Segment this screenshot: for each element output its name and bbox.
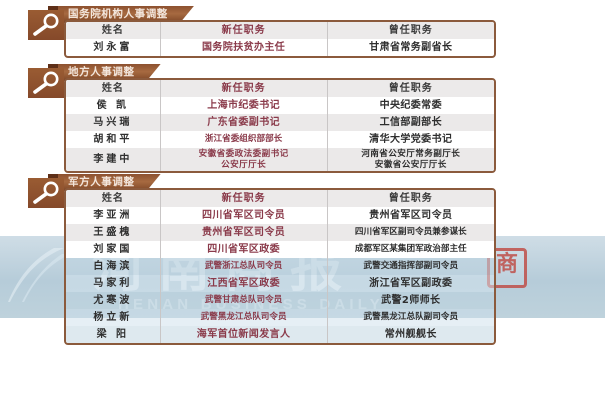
table-military: 姓名 新任职务 曾任职务 李亚洲 四川省军区司令员 贵州省军区司令员 王盛槐 bbox=[66, 190, 494, 343]
table-header-row: 姓名 新任职务 曾任职务 bbox=[66, 80, 494, 97]
table-header-row: 姓名 新任职务 曾任职务 bbox=[66, 190, 494, 207]
cell-name: 马兴瑞 bbox=[66, 114, 161, 131]
column-header-new-post: 新任职务 bbox=[159, 80, 328, 97]
table-local: 姓名 新任职务 曾任职务 侯 凯 上海市纪委书记 中央纪委常委 马兴瑞 bbox=[66, 80, 494, 171]
column-header-name: 姓名 bbox=[66, 80, 161, 97]
cell-new-post: 四川省军区政委 bbox=[159, 241, 328, 258]
table-row: 刘永富 国务院扶贫办主任 甘肃省常务副省长 bbox=[66, 39, 494, 56]
cell-name: 杨立新 bbox=[93, 311, 133, 323]
table-row: 马家利 江西省军区政委 浙江省军区副政委 bbox=[66, 275, 494, 292]
cell-former-post: 中央纪委常委 bbox=[326, 97, 494, 114]
column-header-name: 姓名 bbox=[66, 190, 161, 207]
table-row: 尤寒波 武警甘肃总队司令员 武警2师师长 bbox=[66, 292, 494, 309]
cell-name: 刘家国 bbox=[93, 243, 133, 255]
cell-name: 梁 阳 bbox=[96, 328, 130, 340]
table-header-row: 姓名 新任职务 曾任职务 bbox=[66, 22, 494, 39]
newspaper-clipping: 河南商报 HENAN BUSINESS DAILY 商 国务院机构人事调整 姓名 bbox=[0, 6, 605, 345]
cell-former-post: 甘肃省常务副省长 bbox=[326, 39, 494, 56]
cell-name: 王盛槐 bbox=[66, 224, 161, 241]
cell-former-post: 河南省公安厅常务副厅长 安徽省公安厅厅长 bbox=[326, 148, 494, 171]
table-frame-local: 姓名 新任职务 曾任职务 侯 凯 上海市纪委书记 中央纪委常委 马兴瑞 bbox=[64, 78, 496, 173]
cell-new-post: 江西省军区政委 bbox=[159, 275, 328, 292]
cell-name: 侯 凯 bbox=[96, 99, 130, 111]
cell-former-post: 常州舰舰长 bbox=[326, 326, 494, 343]
column-header-new-post: 新任职务 bbox=[159, 190, 328, 207]
magnifier-icon bbox=[28, 10, 64, 40]
magnifier-icon bbox=[28, 68, 64, 98]
cell-former-post: 贵州省军区司令员 bbox=[326, 207, 494, 224]
table-row: 李亚洲 四川省军区司令员 贵州省军区司令员 bbox=[66, 207, 494, 224]
ribbon-notch bbox=[48, 64, 62, 70]
cell-name: 刘永富 bbox=[93, 41, 133, 53]
table-row: 梁 阳 海军首位新闻发言人 常州舰舰长 bbox=[66, 326, 494, 343]
table-state-council: 姓名 新任职务 曾任职务 刘永富 国务院扶贫办主任 甘肃省常务副省长 bbox=[66, 22, 494, 56]
cell-new-post: 海军首位新闻发言人 bbox=[159, 326, 328, 343]
cell-name: 胡和平 bbox=[93, 133, 133, 145]
cell-new-post: 武警黑龙江总队司令员 bbox=[159, 309, 328, 326]
cell-former-post: 工信部副部长 bbox=[326, 114, 494, 131]
cell-former-post: 浙江省军区副政委 bbox=[326, 275, 494, 292]
column-header-name: 姓名 bbox=[66, 22, 161, 39]
cell-new-post: 浙江省委组织部部长 bbox=[159, 131, 328, 148]
table-frame-military: 姓名 新任职务 曾任职务 李亚洲 四川省军区司令员 贵州省军区司令员 王盛槐 bbox=[64, 188, 496, 345]
table-row: 王盛槐 贵州省军区司令员 四川省军区副司令员兼参谋长 bbox=[66, 224, 494, 241]
cell-new-post: 四川省军区司令员 bbox=[159, 207, 328, 224]
table-row: 白海滨 武警浙江总队司令员 武警交通指挥部副司令员 bbox=[66, 258, 494, 275]
cell-new-post: 贵州省军区司令员 bbox=[159, 224, 328, 241]
section-title-state-council: 国务院机构人事调整 bbox=[58, 6, 194, 23]
section-title-military: 军方人事调整 bbox=[58, 174, 161, 191]
table-row: 侯 凯 上海市纪委书记 中央纪委常委 bbox=[66, 97, 494, 114]
cell-former-post: 武警交通指挥部副司令员 bbox=[326, 258, 494, 275]
column-header-new-post: 新任职务 bbox=[159, 22, 328, 39]
table-row: 李建中 安徽省委政法委副书记 公安厅厅长 河南省公安厅常务副厅长 安徽省公安厅厅… bbox=[66, 148, 494, 171]
cell-former-post: 成都军区某集团军政治部主任 bbox=[326, 241, 494, 258]
column-header-former-post: 曾任职务 bbox=[326, 80, 494, 97]
column-header-former-post: 曾任职务 bbox=[326, 190, 494, 207]
cell-name: 尤寒波 bbox=[93, 294, 133, 306]
cell-new-post: 广东省委副书记 bbox=[159, 114, 328, 131]
cell-name: 李亚洲 bbox=[93, 209, 133, 221]
cell-former-post: 武警2师师长 bbox=[326, 292, 494, 309]
cell-former-post: 清华大学党委书记 bbox=[326, 131, 494, 148]
cell-new-post: 上海市纪委书记 bbox=[159, 97, 328, 114]
cell-new-post: 国务院扶贫办主任 bbox=[159, 39, 328, 56]
cell-new-post: 武警甘肃总队司令员 bbox=[159, 292, 328, 309]
cell-new-post: 武警浙江总队司令员 bbox=[159, 258, 328, 275]
table-row: 刘家国 四川省军区政委 成都军区某集团军政治部主任 bbox=[66, 241, 494, 258]
cell-name: 李建中 bbox=[66, 148, 161, 171]
cell-former-post: 武警黑龙江总队副司令员 bbox=[326, 309, 494, 326]
cell-name: 马家利 bbox=[93, 277, 133, 289]
section-title-local: 地方人事调整 bbox=[58, 64, 161, 81]
ribbon-notch bbox=[48, 6, 62, 12]
cell-new-post: 安徽省委政法委副书记 公安厅厅长 bbox=[159, 148, 328, 171]
table-row: 杨立新 武警黑龙江总队司令员 武警黑龙江总队副司令员 bbox=[66, 309, 494, 326]
column-header-former-post: 曾任职务 bbox=[326, 22, 494, 39]
table-frame-state-council: 姓名 新任职务 曾任职务 刘永富 国务院扶贫办主任 甘肃省常务副省长 bbox=[64, 20, 496, 58]
table-row: 马兴瑞 广东省委副书记 工信部副部长 bbox=[66, 114, 494, 131]
cell-former-post: 四川省军区副司令员兼参谋长 bbox=[326, 224, 494, 241]
table-row: 胡和平 浙江省委组织部部长 清华大学党委书记 bbox=[66, 131, 494, 148]
cell-name: 白海滨 bbox=[93, 260, 133, 272]
ribbon-notch bbox=[48, 174, 62, 180]
magnifier-icon bbox=[28, 178, 64, 208]
